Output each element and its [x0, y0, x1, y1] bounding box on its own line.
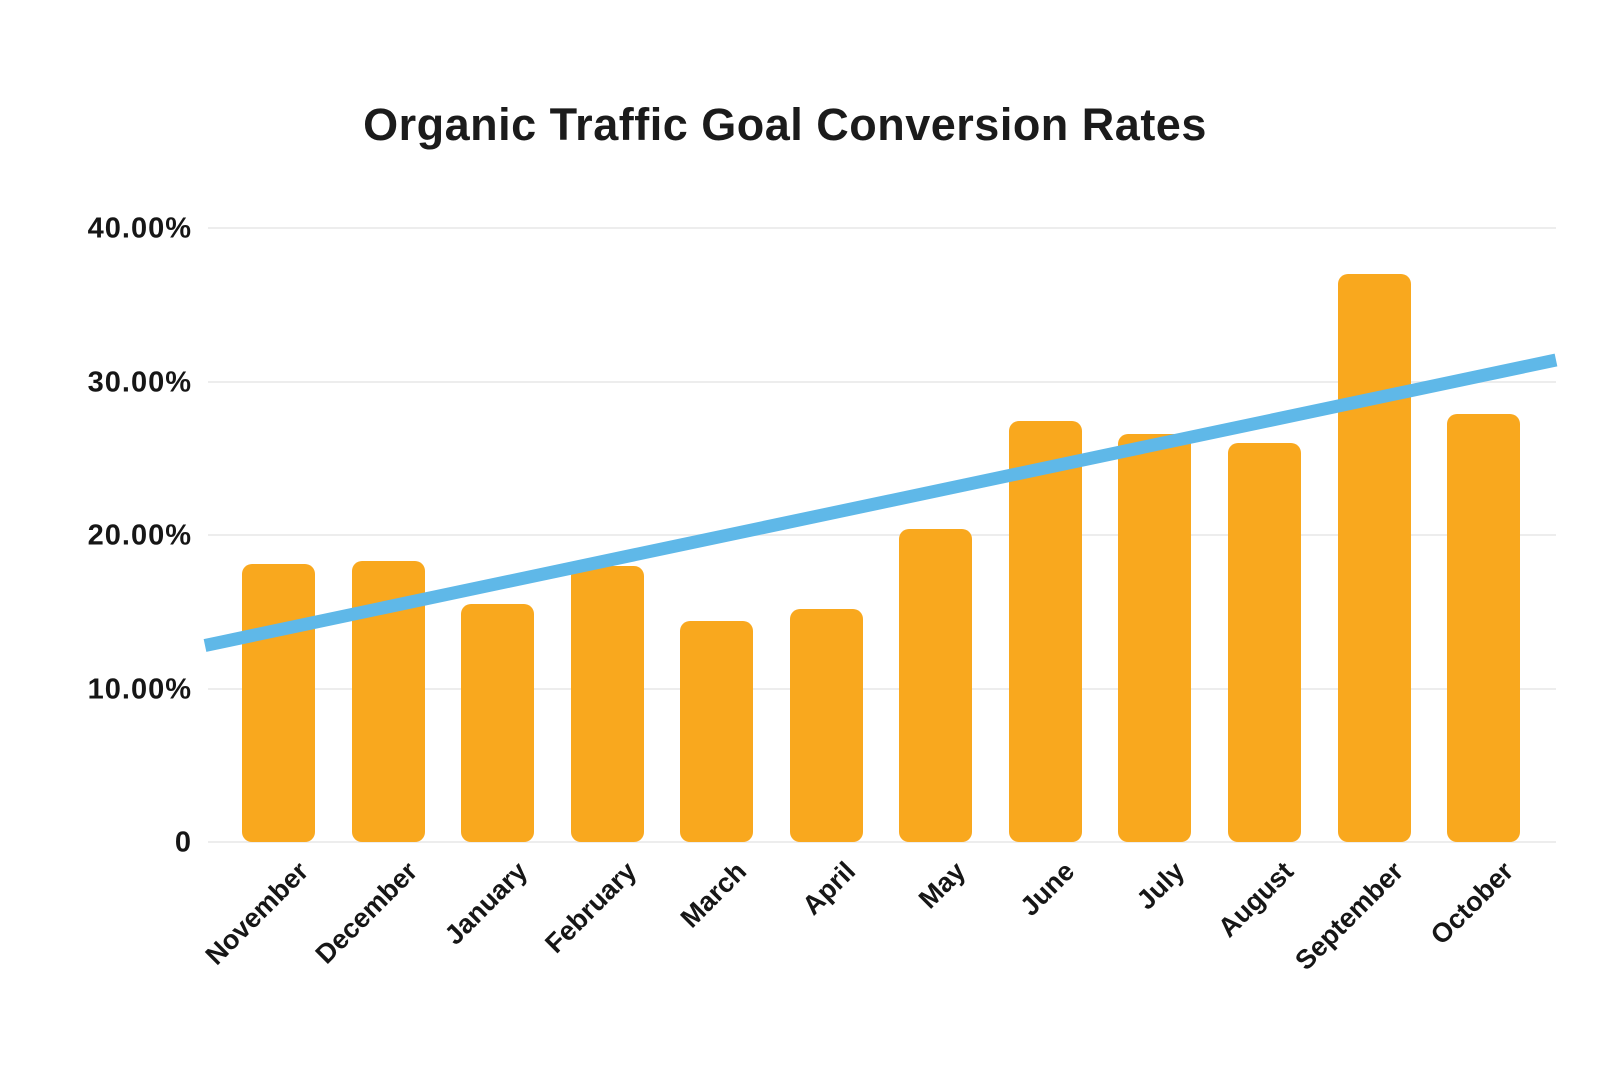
- bar-march: [680, 620, 754, 842]
- x-tick-label-october: October: [1424, 856, 1519, 951]
- y-tick-label-30: 30.00%: [87, 366, 192, 398]
- x-tick-label-august: August: [1212, 856, 1300, 943]
- bar-june: [1008, 421, 1082, 842]
- x-tick-label-march: March: [674, 856, 752, 934]
- bar-april: [789, 608, 863, 842]
- bar-november: [242, 564, 315, 842]
- y-tick-label-10: 10.00%: [87, 673, 192, 705]
- bar-july: [1118, 433, 1192, 842]
- bar-february: [570, 565, 644, 842]
- y-tick-label-40: 40.00%: [87, 212, 192, 245]
- bar-december: [351, 561, 425, 842]
- x-tick-label-september: September: [1289, 856, 1410, 976]
- chart-title: Organic Traffic Goal Conversion Rates: [363, 99, 1207, 150]
- y-tick-label-0: 0: [174, 826, 192, 859]
- x-tick-label-january: January: [438, 856, 533, 951]
- x-tick-label-november: November: [199, 856, 314, 971]
- x-tick-label-february: February: [539, 856, 643, 959]
- gridline-10: [208, 687, 1556, 690]
- x-tick-label-december: December: [309, 856, 424, 970]
- bar-october: [1447, 413, 1521, 842]
- bar-may: [899, 528, 973, 842]
- y-tick-label-20: 20.00%: [87, 519, 192, 552]
- x-tick-label-may: May: [912, 856, 972, 915]
- x-tick-label-july: July: [1130, 856, 1191, 916]
- gridline-0: [208, 841, 1556, 843]
- bar-january: [461, 604, 535, 842]
- gridline-40: [208, 227, 1556, 229]
- x-tick-label-april: April: [796, 856, 862, 921]
- bar-august: [1227, 442, 1301, 842]
- x-tick-label-june: June: [1014, 856, 1081, 922]
- bar-september: [1337, 274, 1411, 842]
